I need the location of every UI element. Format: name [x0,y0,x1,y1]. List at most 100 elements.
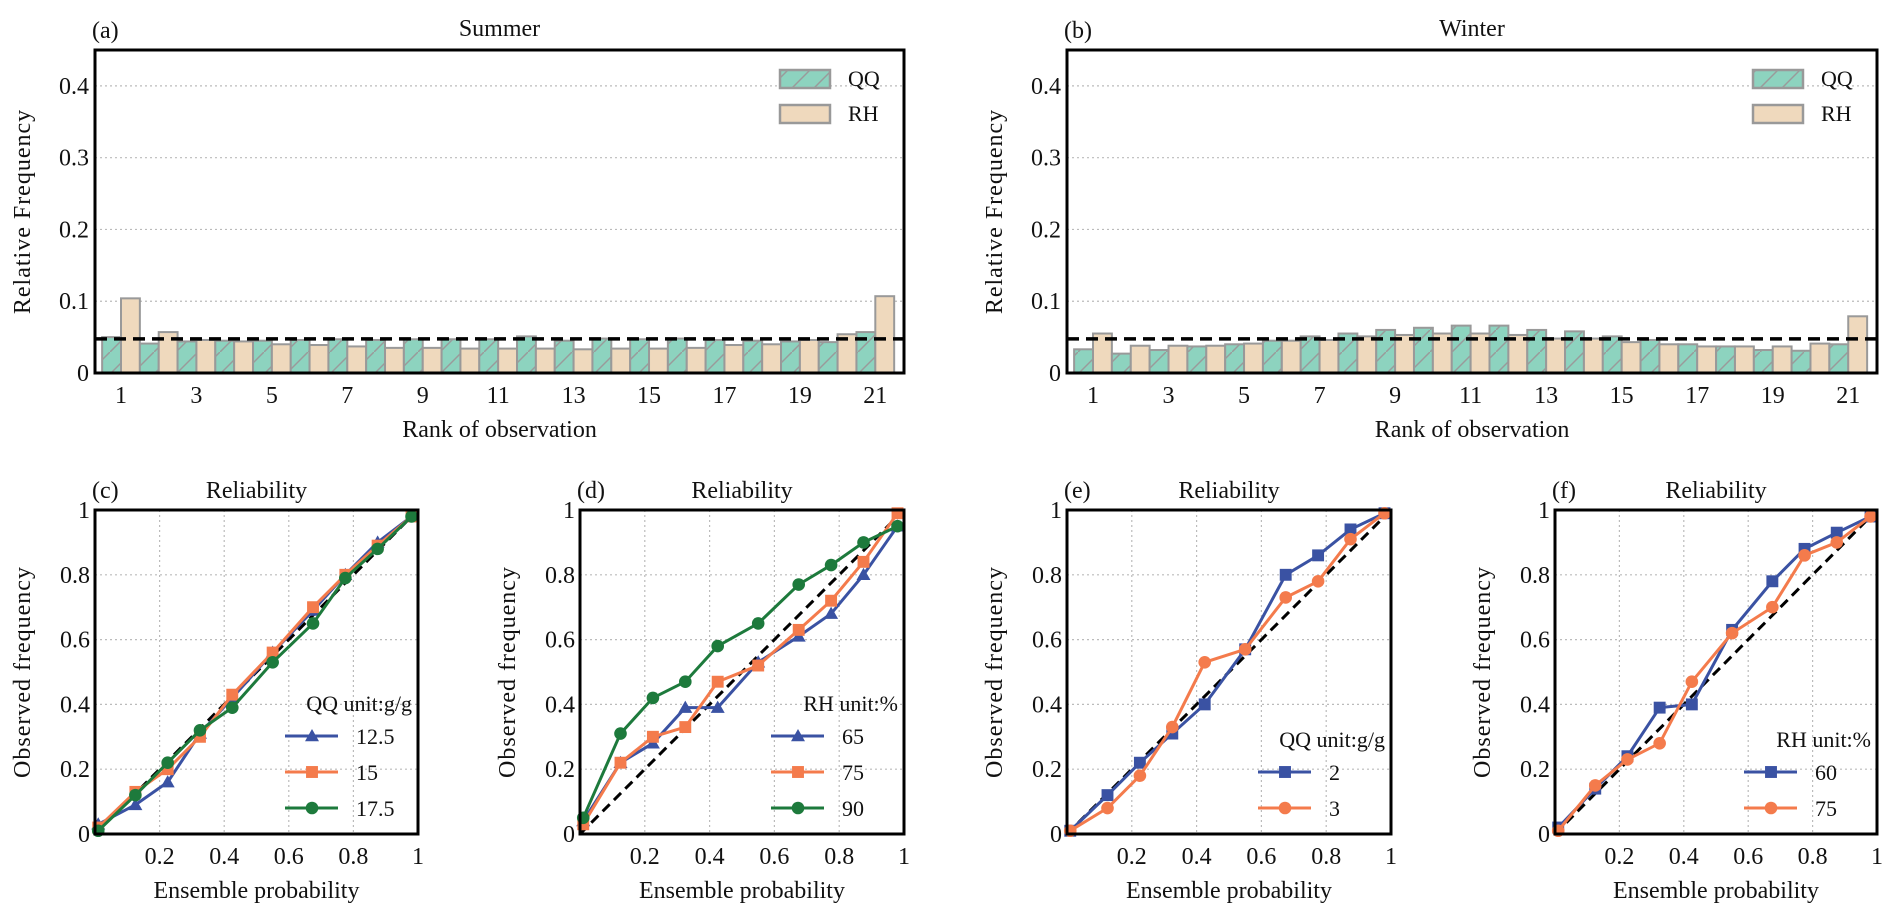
x-tick-label: 0.8 [1311,844,1341,870]
data-point-17.5 [405,510,418,523]
bar-hatch [215,340,235,373]
data-point-17.5 [371,542,384,556]
legend-title: QQ unit:g/g [1279,727,1385,752]
series-line-3 [1069,512,1386,833]
y-tick-label: 0 [1538,822,1550,848]
bar-rh-rank-4 [233,340,255,375]
bar-hatch [1300,336,1320,373]
legend-marker-90 [791,801,805,815]
bar-rh-rank-14 [610,347,632,374]
x-tick-label: 9 [1389,383,1401,409]
bar-rh-rank-9 [1394,333,1415,374]
data-point-2 [1279,568,1292,581]
x-tick-label: 13 [562,383,586,409]
panel-title: Reliability [691,478,792,504]
x-tick-label: 3 [1163,383,1175,409]
bar-rh-rank-1 [120,297,141,374]
bar-hatch [1074,349,1093,373]
bar-hatch [290,339,310,373]
data-point-2 [1312,549,1325,562]
x-axis-label: Ensemble probability [1613,878,1819,904]
y-tick-label: 0.6 [1520,628,1550,654]
panel-letter: (a) [92,18,119,44]
bar-hatch [1829,344,1849,373]
panel-letter: (e) [1064,478,1091,504]
panel-title: Winter [1439,16,1505,42]
data-point-3 [1101,801,1114,815]
x-tick-label: 21 [1836,383,1860,409]
data-point-75 [792,623,805,636]
y-tick-label: 0.6 [60,628,90,654]
x-tick-label: 1 [1871,844,1883,870]
y-tick-label: 0.8 [1520,563,1550,589]
y-tick-label: 0.2 [60,757,90,783]
bar-hatch [139,343,159,373]
bar-hatch [1376,329,1396,373]
data-point-75 [1864,510,1877,523]
legend-label-3: 3 [1329,796,1340,821]
data-point-12.5 [160,775,175,788]
data-point-3 [1166,720,1179,734]
y-tick-label: 1 [78,498,90,524]
x-tick-label: 0.8 [338,844,368,870]
bar-hatch [592,338,612,373]
legend-label-12.5: 12.5 [356,724,395,749]
bar-rh-rank-16 [685,346,707,374]
data-point-17.5 [306,617,320,630]
data-point-60 [1830,526,1843,539]
data-point-75 [1588,779,1602,792]
data-point-65 [824,606,839,619]
bar-rh-rank-12 [1507,333,1529,374]
bar-rh-rank-13 [572,348,594,374]
legend-title: QQ unit:g/g [306,691,412,716]
y-tick-label: 1 [1538,498,1550,524]
bar-rh-rank-15 [648,347,669,374]
data-point-75 [577,818,590,831]
bar-rh-rank-18 [1733,345,1755,375]
data-point-90 [711,639,724,653]
data-point-75 [1653,736,1666,750]
y-tick-label: 0.4 [59,74,89,100]
data-point-65 [678,700,693,713]
panel-letter: (d) [577,478,605,504]
bar-rh-rank-9 [421,346,443,374]
data-point-3 [1279,591,1292,604]
data-point-75 [1766,600,1779,614]
bar-rh-rank-4 [1205,344,1227,375]
data-point-17.5 [129,788,142,802]
x-tick-label: 15 [1610,383,1634,409]
panel-f: 0 0.2 0.4 0.6 0.8 1 0.2 0.4 0.6 0.8 1 60 75 RH unit:%… [1470,478,1883,904]
bar-hatch [554,340,574,373]
plot-frame [1065,48,1879,375]
y-axis-label: Observed frequency [982,566,1008,778]
bar-hatch [479,339,499,373]
bar-rh-rank-5 [270,343,292,374]
bar-hatch [856,332,876,373]
data-point-12.5 [128,797,143,811]
x-tick-label: 0.4 [695,844,725,870]
y-tick-label: 0.3 [59,146,89,172]
legend-marker-17.5 [305,801,319,815]
y-tick-label: 0.2 [545,757,575,783]
data-point-60 [1653,701,1666,714]
x-tick-label: 0.2 [1604,844,1634,870]
y-tick-label: 0 [1050,822,1062,848]
legend-title: RH unit:% [1776,727,1871,752]
series-line-65 [581,525,899,822]
legend-label-rh: RH [848,101,879,126]
x-axis-label: Ensemble probability [639,878,845,904]
data-point-90 [646,691,660,705]
x-tick-label: 17 [712,383,736,409]
bar-rh-rank-10 [459,347,481,374]
y-axis-label: Relative Frequency [10,109,36,314]
bar-rh-rank-12 [534,347,556,374]
series-line-90 [581,524,899,819]
data-point-17.5 [161,756,174,770]
panel-title: Reliability [1665,478,1766,504]
x-tick-label: 0.6 [759,844,789,870]
x-tick-label: 0.8 [1798,844,1828,870]
data-point-65 [710,700,725,713]
bar-rh-rank-6 [308,344,330,374]
